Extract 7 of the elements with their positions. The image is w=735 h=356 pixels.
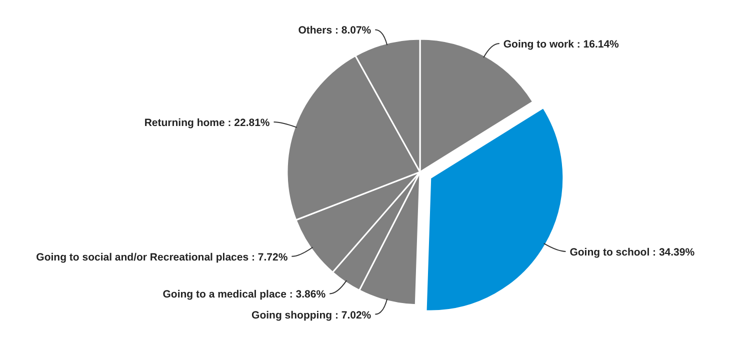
slice-label: Others : 8.07% — [298, 24, 372, 37]
slice-label: Going shopping : 7.02% — [252, 309, 372, 322]
slice-label: Going to work : 16.14% — [503, 38, 620, 50]
slice-label: Going to social and/or Recreational places : 7.72% — [36, 251, 288, 264]
slice-label: Going to a medical place : 3.86% — [162, 288, 326, 301]
slice-label: Going to school : 34.39% — [570, 246, 696, 258]
slice-label: Returning home : 22.81% — [144, 116, 270, 129]
